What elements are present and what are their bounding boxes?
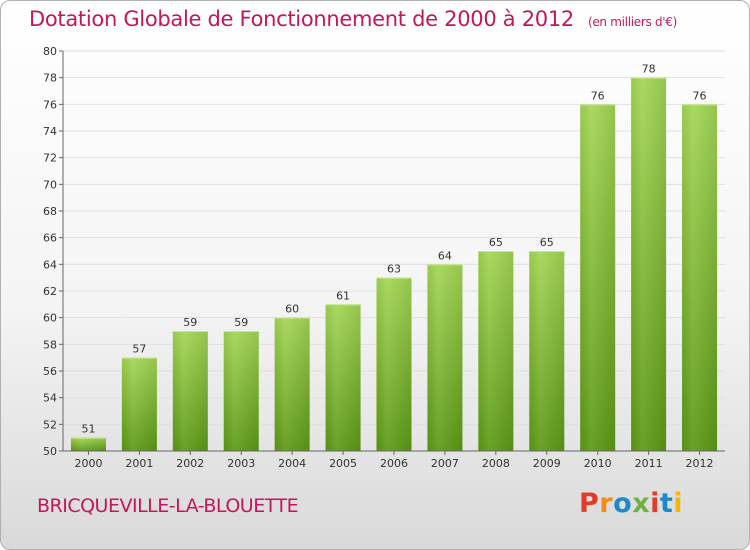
bar-shade — [274, 317, 310, 451]
data-label: 76 — [591, 89, 605, 102]
bar-shade — [376, 277, 412, 451]
bar-shade — [529, 251, 565, 451]
x-tick-label: 2009 — [533, 457, 561, 470]
data-label: 76 — [693, 89, 707, 102]
x-tick-label: 2005 — [329, 457, 357, 470]
bar-shade — [427, 264, 463, 451]
data-label: 65 — [540, 236, 554, 249]
x-tick-label: 2007 — [431, 457, 459, 470]
y-tick-label: 52 — [43, 418, 57, 431]
x-tick-label: 2003 — [227, 457, 255, 470]
y-tick-label: 62 — [43, 285, 57, 298]
bar-shade — [631, 77, 667, 452]
y-tick-label: 54 — [43, 392, 57, 405]
bar-shade — [70, 437, 106, 451]
x-tick-label: 2004 — [278, 457, 306, 470]
y-tick-label: 66 — [43, 232, 57, 245]
x-tick-label: 2010 — [584, 457, 612, 470]
x-tick-label: 2011 — [635, 457, 663, 470]
axis-layer: 50 52 54 56 58 60 62 64 66 68 70 72 74 76 78 80 2000 2001… — [43, 45, 725, 470]
bar-shade — [223, 331, 259, 451]
y-tick-label: 56 — [43, 365, 57, 378]
data-label: 64 — [438, 249, 452, 262]
y-tick-label: 68 — [43, 205, 57, 218]
bar-shade — [121, 357, 157, 451]
data-label: 63 — [387, 263, 401, 276]
data-label: 57 — [132, 343, 146, 356]
x-tick-label: 2002 — [176, 457, 204, 470]
data-label: 59 — [234, 316, 248, 329]
x-tick-label: 2006 — [380, 457, 408, 470]
data-label: 78 — [642, 63, 656, 76]
labels-layer: 51 57 59 59 60 61 63 64 65 65 76 78 76 — [81, 63, 706, 436]
chart-title: Dotation Globale de Fonctionnement de 20… — [29, 7, 677, 31]
y-tick-label: 58 — [43, 338, 57, 351]
y-tick-label: 64 — [43, 258, 57, 271]
y-tick-label: 76 — [43, 98, 57, 111]
x-tick-label: 2000 — [74, 457, 102, 470]
y-tick-label: 72 — [43, 152, 57, 165]
bar-shade — [478, 251, 514, 451]
bars-layer — [70, 77, 718, 452]
title-text: Dotation Globale de Fonctionnement de 20… — [29, 7, 574, 31]
y-tick-label: 60 — [43, 312, 57, 325]
chart-subtitle: (en milliers d'€) — [587, 15, 677, 29]
y-tick-label: 50 — [43, 445, 57, 458]
data-label: 65 — [489, 236, 503, 249]
data-label: 60 — [285, 303, 299, 316]
x-tick-label: 2012 — [686, 457, 714, 470]
y-tick-label: 70 — [43, 178, 57, 191]
commune-name: BRICQUEVILLE-LA-BLOUETTE — [37, 495, 299, 517]
y-tick-label: 80 — [43, 45, 57, 58]
data-label: 61 — [336, 289, 350, 302]
bar-shade — [682, 104, 718, 451]
x-tick-label: 2008 — [482, 457, 510, 470]
proxiti-logo: Proxiti — [579, 488, 684, 519]
bar-shade — [580, 104, 616, 451]
data-label: 51 — [81, 423, 95, 436]
y-tick-label: 74 — [43, 125, 57, 138]
y-tick-label: 78 — [43, 72, 57, 85]
data-label: 59 — [183, 316, 197, 329]
x-tick-label: 2001 — [125, 457, 153, 470]
bar-shade — [325, 304, 361, 451]
bar-shade — [172, 331, 208, 451]
